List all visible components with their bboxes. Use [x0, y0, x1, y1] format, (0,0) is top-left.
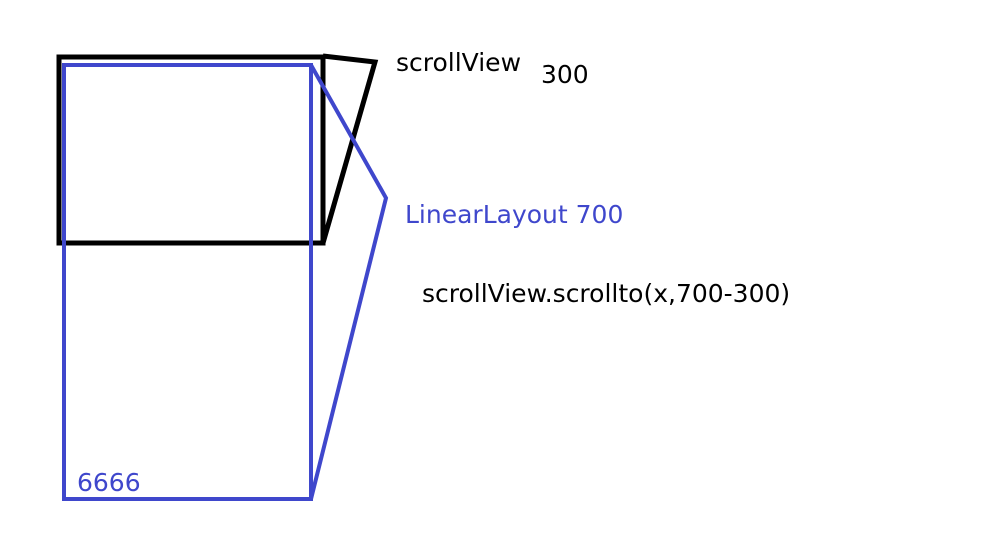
scrollview-box	[56, 54, 326, 246]
scroll-call-label: scrollView.scrollto(x,700-300)	[422, 279, 791, 308]
scrollview-label: scrollView	[396, 48, 522, 77]
scrollview-callout	[320, 53, 379, 244]
content-text-label: 6666	[77, 468, 141, 497]
linearlayout-label: LinearLayout 700	[405, 200, 624, 229]
linearlayout-box	[62, 63, 313, 501]
linearlayout-callout	[309, 64, 389, 500]
scrollview-height-label: 300	[541, 60, 589, 89]
